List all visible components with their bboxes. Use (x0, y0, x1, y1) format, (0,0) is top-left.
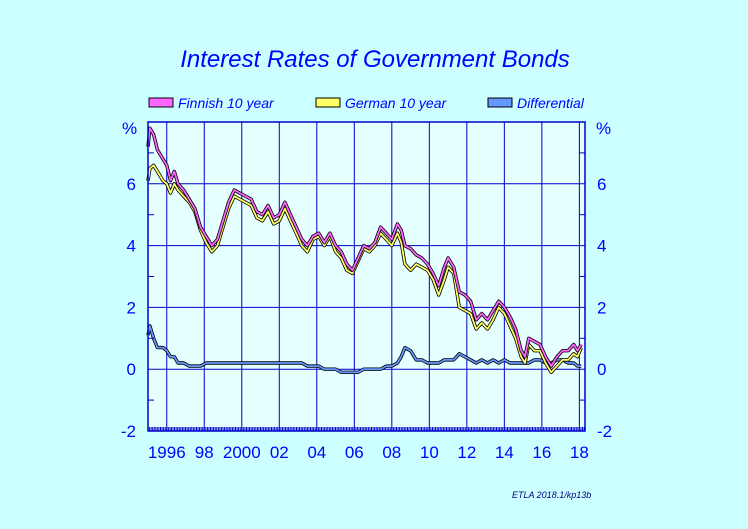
legend-label-finnish: Finnish 10 year (178, 95, 275, 111)
x-tick-label: 98 (195, 443, 214, 462)
legend-item-finnish: Finnish 10 year (148, 95, 275, 111)
x-tick-label: 2000 (223, 443, 261, 462)
plot-area (148, 122, 585, 431)
legend-label-differential: Differential (517, 95, 585, 111)
legend-item-differential: Differential (487, 95, 585, 111)
y-tick-label-left: 4 (127, 237, 136, 256)
x-tick-label: 02 (270, 443, 289, 462)
y-tick-label-right: 0 (597, 360, 606, 379)
x-tick-label: 18 (570, 443, 589, 462)
x-tick-label: 12 (457, 443, 476, 462)
y-tick-label-right: 2 (597, 298, 606, 317)
y-tick-label-right: 6 (597, 175, 606, 194)
y-tick-label-left: 0 (127, 360, 136, 379)
x-tick-label: 14 (495, 443, 514, 462)
series-line-differential (147, 325, 582, 374)
legend-label-german: German 10 year (345, 95, 447, 111)
credit-note: ETLA 2018.1/kp13b (512, 490, 591, 500)
x-tick-label: 1996 (148, 443, 186, 462)
y-tick-label-right: -2 (597, 422, 612, 441)
plot-frame (147, 121, 586, 432)
y-tick-label-left: 2 (127, 298, 136, 317)
legend: Finnish 10 year German 10 year Different… (148, 95, 585, 111)
legend-swatch-differential (487, 97, 513, 108)
chart-title: Interest Rates of Government Bonds (180, 46, 570, 73)
x-tick-label: 08 (382, 443, 401, 462)
y-unit-left: % (122, 119, 137, 138)
legend-item-german: German 10 year (315, 95, 447, 111)
x-tick-label: 10 (420, 443, 439, 462)
x-tick-label: 16 (532, 443, 551, 462)
x-tick-label: 04 (307, 443, 326, 462)
x-tick-label: 06 (345, 443, 364, 462)
y-tick-label-left: 6 (127, 175, 136, 194)
y-unit-right: % (596, 119, 611, 138)
legend-swatch-finnish (148, 97, 174, 108)
legend-swatch-german (315, 97, 341, 108)
series-lines (146, 126, 583, 374)
y-tick-label-left: -2 (121, 422, 136, 441)
y-tick-label-right: 4 (597, 237, 606, 256)
series-line-finnish (147, 127, 582, 367)
